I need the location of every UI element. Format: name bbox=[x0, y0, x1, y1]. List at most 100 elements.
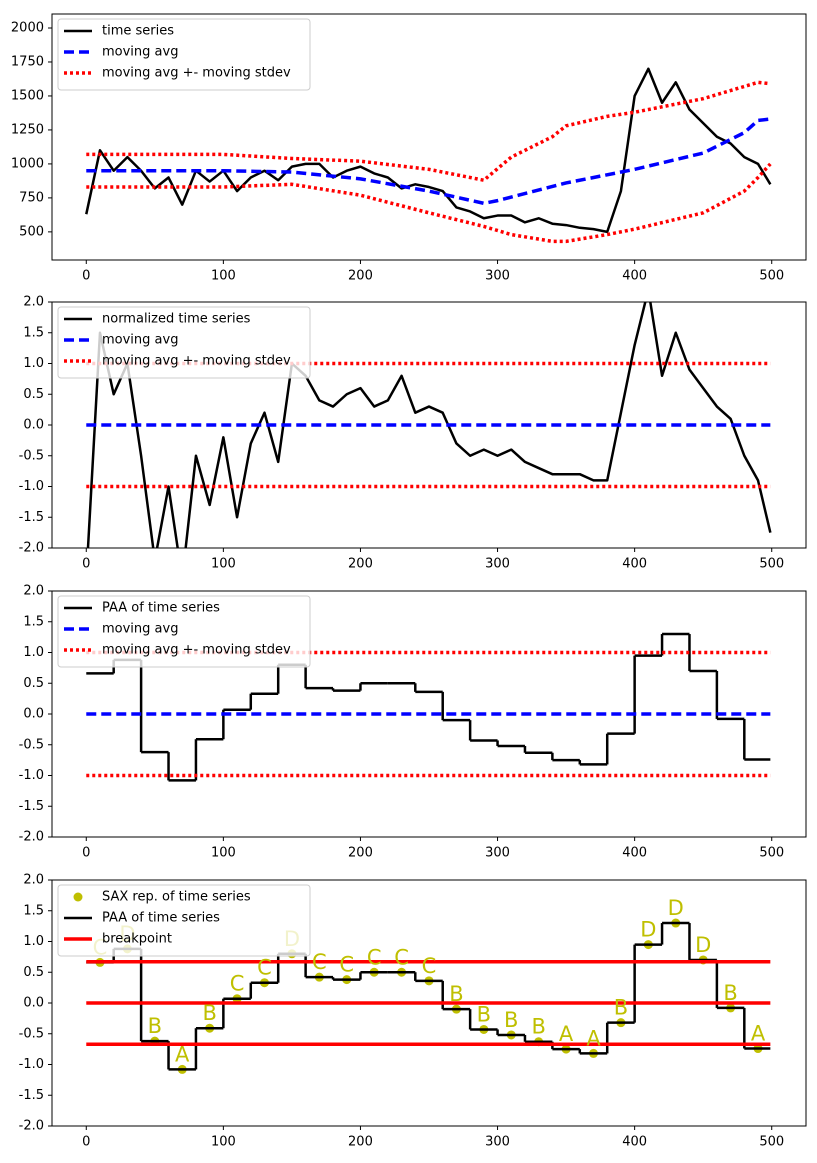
sax-letter: A bbox=[586, 1026, 601, 1050]
x-tick-label: 300 bbox=[485, 1135, 510, 1150]
y-tick-label: 1.0 bbox=[23, 645, 44, 660]
plot-area bbox=[85, 67, 772, 244]
y-tick-label: 1000 bbox=[11, 156, 44, 171]
y-tick-label: 0.0 bbox=[23, 418, 44, 433]
x-tick-label: 100 bbox=[211, 269, 236, 284]
legend-marker bbox=[73, 892, 83, 902]
y-tick-label: 1750 bbox=[11, 54, 44, 69]
x-tick-label: 400 bbox=[622, 557, 647, 572]
legend-label: moving avg bbox=[102, 333, 178, 348]
x-tick-label: 300 bbox=[485, 846, 510, 861]
legend-label: PAA of time series bbox=[102, 601, 220, 616]
y-tick-label: 1250 bbox=[11, 122, 44, 137]
sax-letter: B bbox=[202, 1001, 216, 1025]
legend-label: breakpoint bbox=[102, 932, 172, 947]
sax-letter: C bbox=[339, 953, 354, 977]
x-tick-label: 200 bbox=[348, 557, 373, 572]
sax-letter: B bbox=[449, 982, 463, 1006]
x-tick-label: 500 bbox=[759, 1135, 784, 1150]
sax-letter: C bbox=[367, 945, 382, 969]
axes-frame bbox=[51, 13, 807, 261]
y-tick-label: 1.0 bbox=[23, 356, 44, 371]
y-tick-label: 2.0 bbox=[23, 584, 44, 599]
sax-letter: C bbox=[312, 950, 327, 974]
y-tick-label: 1500 bbox=[11, 88, 44, 103]
y-tick-label: 1.5 bbox=[23, 325, 44, 340]
x-tick-label: 500 bbox=[759, 557, 784, 572]
y-tick-label: 2000 bbox=[11, 20, 44, 35]
legend-box bbox=[57, 306, 311, 379]
sax-letter: C bbox=[394, 945, 409, 969]
y-tick-label: -2.0 bbox=[19, 830, 44, 845]
sax-letter: B bbox=[531, 1015, 545, 1039]
sax-letter: D bbox=[668, 896, 684, 920]
x-tick-label: 400 bbox=[622, 846, 647, 861]
subplot: 0 100 200 300 400 500 -2.0 -1.5 -1.0 -0.5 0.0 0.5 1.… bbox=[19, 584, 807, 861]
x-tick-label: 300 bbox=[485, 269, 510, 284]
y-tick-label: -1.0 bbox=[19, 768, 44, 783]
series-line bbox=[85, 67, 772, 234]
series-line bbox=[86, 302, 772, 548]
x-tick-label: 400 bbox=[622, 269, 647, 284]
sax-letter: C bbox=[422, 954, 437, 978]
legend-label: moving avg +- moving stdev bbox=[102, 643, 291, 658]
x-tick-label: 0 bbox=[82, 269, 90, 284]
y-tick-label: -0.5 bbox=[19, 1026, 44, 1041]
x-tick-label: 0 bbox=[82, 557, 90, 572]
x-tick-label: 0 bbox=[82, 1135, 90, 1150]
y-tick-label: 0.5 bbox=[23, 387, 44, 402]
x-tick-label: 400 bbox=[622, 1135, 647, 1150]
lower-band-line bbox=[86, 162, 772, 244]
series-line bbox=[86, 117, 771, 206]
sax-letter: A bbox=[751, 1022, 766, 1046]
y-tick-label: 1.5 bbox=[23, 614, 44, 629]
x-tick-label: 500 bbox=[759, 846, 784, 861]
upper-band-line bbox=[86, 80, 771, 182]
legend-label: time series bbox=[102, 24, 174, 39]
y-tick-label: -2.0 bbox=[19, 1119, 44, 1134]
legend-label: moving avg +- moving stdev bbox=[102, 66, 291, 81]
y-tick-label: 0.0 bbox=[23, 707, 44, 722]
axes-frame bbox=[51, 590, 807, 838]
x-tick-label: 0 bbox=[82, 846, 90, 861]
y-tick-label: 2.0 bbox=[23, 873, 44, 888]
legend-box bbox=[57, 18, 311, 91]
x-tick-label: 100 bbox=[211, 846, 236, 861]
legend-box bbox=[57, 595, 311, 668]
legend-label: PAA of time series bbox=[102, 911, 220, 926]
x-tick-label: 100 bbox=[211, 557, 236, 572]
axes-frame bbox=[51, 301, 807, 549]
y-tick-label: 500 bbox=[19, 224, 44, 239]
x-tick-label: 100 bbox=[211, 1135, 236, 1150]
axes-frame bbox=[51, 879, 807, 1127]
y-tick-label: -1.5 bbox=[19, 799, 44, 814]
sax-letter: C bbox=[257, 956, 272, 980]
y-tick-label: 1.0 bbox=[23, 934, 44, 949]
sax-letter: D bbox=[640, 918, 656, 942]
x-tick-label: 200 bbox=[348, 1135, 373, 1150]
y-tick-label: 0.5 bbox=[23, 965, 44, 980]
x-tick-label: 500 bbox=[759, 269, 784, 284]
y-tick-label: 0.5 bbox=[23, 676, 44, 691]
y-tick-label: -2.0 bbox=[19, 541, 44, 556]
y-tick-label: 0.0 bbox=[23, 996, 44, 1011]
y-tick-label: -1.0 bbox=[19, 1057, 44, 1072]
sax-letter: A bbox=[175, 1042, 190, 1066]
legend-label: moving avg bbox=[102, 45, 178, 60]
y-tick-label: 750 bbox=[19, 190, 44, 205]
y-tick-label: -1.0 bbox=[19, 479, 44, 494]
subplot: 0 100 200 300 400 500 500 750 1000 1250 1500 1750 20… bbox=[11, 13, 807, 284]
subplot: 0 100 200 300 400 500 -2.0 -1.5 -1.0 -0.5 0.0 0.5 1.… bbox=[19, 873, 807, 1150]
y-tick-label: -0.5 bbox=[19, 737, 44, 752]
subplot: 0 100 200 300 400 500 -2.0 -1.5 -1.0 -0.5 0.0 0.5 1.… bbox=[19, 295, 807, 572]
sax-letter: A bbox=[559, 1022, 574, 1046]
sax-letter: B bbox=[504, 1008, 518, 1032]
legend-box bbox=[57, 884, 311, 957]
sax-letter: B bbox=[477, 1002, 491, 1026]
x-tick-label: 200 bbox=[348, 846, 373, 861]
x-tick-label: 200 bbox=[348, 269, 373, 284]
legend-label: normalized time series bbox=[102, 312, 251, 327]
legend-label: SAX rep. of time series bbox=[102, 890, 251, 905]
sax-letter: C bbox=[230, 972, 245, 996]
